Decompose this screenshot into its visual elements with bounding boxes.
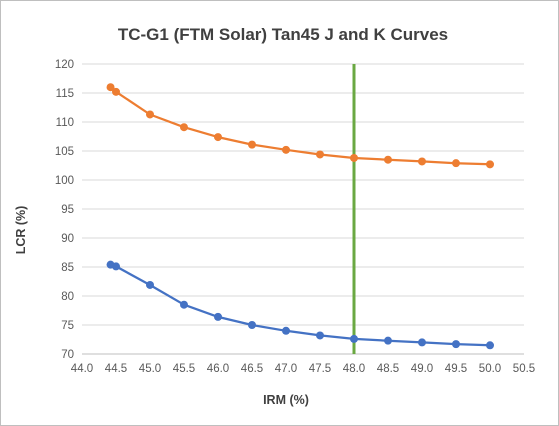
x-tick-label: 46.0 xyxy=(207,363,229,375)
series-2 xyxy=(106,260,494,350)
x-tick-label: 49.5 xyxy=(445,363,467,375)
x-tick-label: 50.0 xyxy=(479,363,501,375)
x-tick-labels: 44.0 44.5 45.0 45.5 46.0 46.5 47.0 47.5 48.0 48.5… xyxy=(71,363,535,375)
x-tick-label: 48.5 xyxy=(377,363,399,375)
data-point xyxy=(418,338,426,347)
data-point xyxy=(282,326,290,335)
y-tick-labels: 70 75 80 85 90 95 100 105 110 115 120 xyxy=(55,59,74,361)
x-tick-label: 47.0 xyxy=(275,363,297,375)
data-point xyxy=(316,150,324,159)
x-tick-label: 44.5 xyxy=(105,363,127,375)
y-tick-label: 75 xyxy=(61,320,74,332)
x-tick-label: 49.0 xyxy=(411,363,433,375)
data-point xyxy=(350,153,358,162)
y-tick-label: 80 xyxy=(61,291,74,303)
y-tick-label: 120 xyxy=(55,59,74,71)
gridlines xyxy=(82,63,524,355)
data-point xyxy=(486,160,494,169)
series-line xyxy=(110,263,491,347)
chart-title: TC-G1 (FTM Solar) Tan45 J and K Curves xyxy=(118,25,448,44)
y-tick-label: 70 xyxy=(61,349,74,361)
data-point xyxy=(452,340,460,349)
series-1 xyxy=(106,83,494,169)
x-tick-label: 45.5 xyxy=(173,363,195,375)
data-point xyxy=(248,321,256,329)
x-tick-label: 48.0 xyxy=(343,363,365,375)
x-tick-label: 50.5 xyxy=(513,363,535,375)
data-point xyxy=(384,336,392,345)
x-axis-label: IRM (%) xyxy=(263,393,309,407)
y-tick-label: 115 xyxy=(56,88,74,100)
x-tick-label: 45.0 xyxy=(139,363,161,375)
data-point xyxy=(452,159,460,168)
x-tick-label: 44.0 xyxy=(71,363,93,375)
series-line xyxy=(109,86,491,166)
data-point xyxy=(180,300,188,309)
data-point xyxy=(112,87,120,96)
data-point xyxy=(180,123,188,132)
data-point xyxy=(112,262,120,271)
data-point xyxy=(316,331,324,340)
data-point xyxy=(106,83,115,92)
data-point xyxy=(214,133,222,142)
data-point xyxy=(486,341,494,350)
data-point xyxy=(418,157,426,166)
data-point xyxy=(146,280,154,289)
series-group xyxy=(106,83,494,350)
y-tick-label: 90 xyxy=(61,233,74,245)
y-tick-label: 85 xyxy=(61,262,74,274)
y-tick-label: 100 xyxy=(55,175,74,187)
data-point xyxy=(146,110,154,119)
data-point xyxy=(384,155,392,164)
data-point xyxy=(282,145,290,154)
x-tick-label: 47.5 xyxy=(309,363,331,375)
data-point xyxy=(248,140,256,149)
x-tick-label: 46.5 xyxy=(241,363,263,375)
y-axis-label: LCR (%) xyxy=(14,206,28,255)
data-point xyxy=(214,312,222,321)
y-tick-label: 95 xyxy=(61,204,74,216)
y-tick-label: 105 xyxy=(55,146,74,158)
data-point xyxy=(350,334,358,343)
y-tick-label: 110 xyxy=(56,117,74,129)
